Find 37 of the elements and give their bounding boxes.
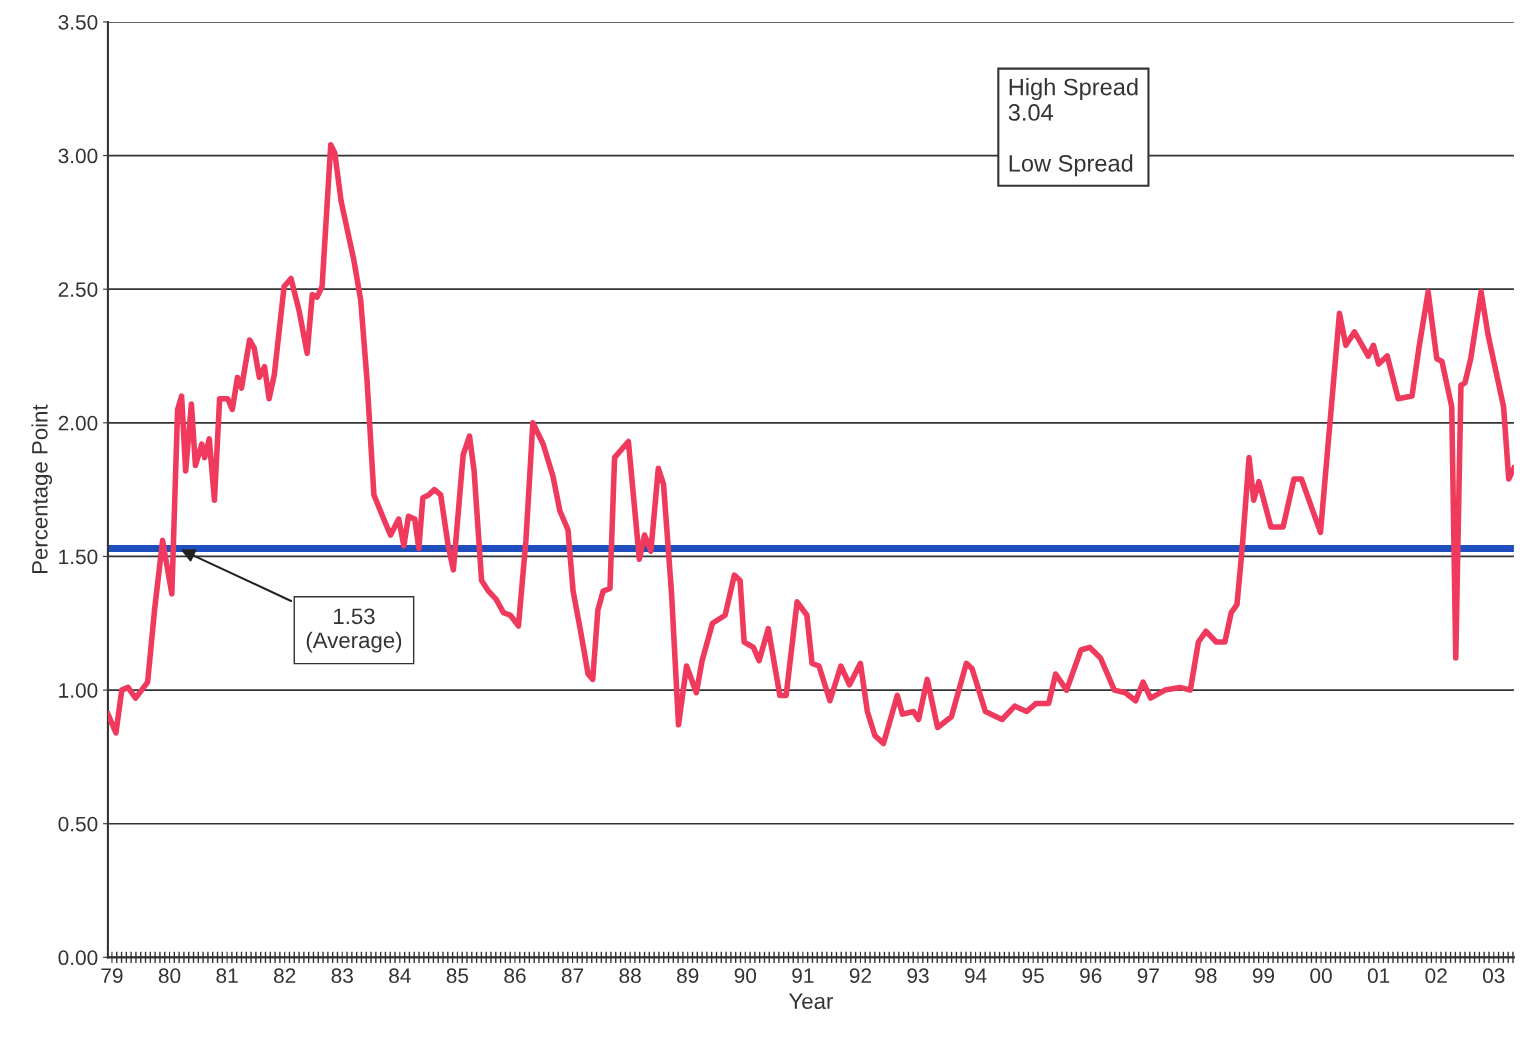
x-tick-label: 84 xyxy=(389,968,411,984)
x-tick-label: 90 xyxy=(734,968,757,984)
y-tick-label: 0.50 xyxy=(58,816,98,832)
x-tick-label: 03 xyxy=(1483,968,1505,984)
y-axis-title: Percentage Point xyxy=(31,404,53,574)
y-tick-label: 3.00 xyxy=(58,148,98,164)
x-tick-label: 91 xyxy=(792,968,814,984)
x-tick-label: 80 xyxy=(158,968,181,984)
x-tick-label: 82 xyxy=(274,968,296,984)
text: High Spread 3.04 Low Spread xyxy=(1008,78,1138,177)
x-axis-title: Year xyxy=(788,993,834,1010)
x-tick-label: 95 xyxy=(1022,968,1044,984)
y-tick-label: 1.50 xyxy=(59,549,98,565)
x-tick-label: 86 xyxy=(504,968,526,984)
x-tick-label: 93 xyxy=(907,968,929,984)
x-tick-label: 01 xyxy=(1367,968,1390,984)
x-tick-label: 96 xyxy=(1080,968,1102,984)
x-tick-label: 94 xyxy=(964,968,987,984)
y-tick-label: 1.00 xyxy=(59,683,98,698)
x-tick-label: 88 xyxy=(619,968,641,984)
x-tick-label: 85 xyxy=(446,968,469,984)
x-tick-label: 87 xyxy=(561,968,584,984)
x-tick-label: 79 xyxy=(101,968,123,984)
y-tick-label: 2.50 xyxy=(58,282,98,297)
y-tick-label: 2.00 xyxy=(58,415,98,431)
ref-line-label: 1.53 (Average) xyxy=(306,608,402,653)
y-tick-label: 0.00 xyxy=(58,950,98,966)
x-tick-label: 00 xyxy=(1310,968,1332,984)
x-tick-label: 83 xyxy=(331,968,353,984)
x-tick-label: 92 xyxy=(849,968,871,984)
y-tick-label: 3.50 xyxy=(58,14,98,30)
x-tick-label: 89 xyxy=(677,968,699,984)
x-tick-label: 99 xyxy=(1252,968,1275,984)
x-tick-label: 97 xyxy=(1137,968,1159,984)
x-tick-label: 98 xyxy=(1195,968,1217,984)
x-tick-label: 02 xyxy=(1425,968,1447,984)
x-tick-label: 81 xyxy=(216,968,238,984)
